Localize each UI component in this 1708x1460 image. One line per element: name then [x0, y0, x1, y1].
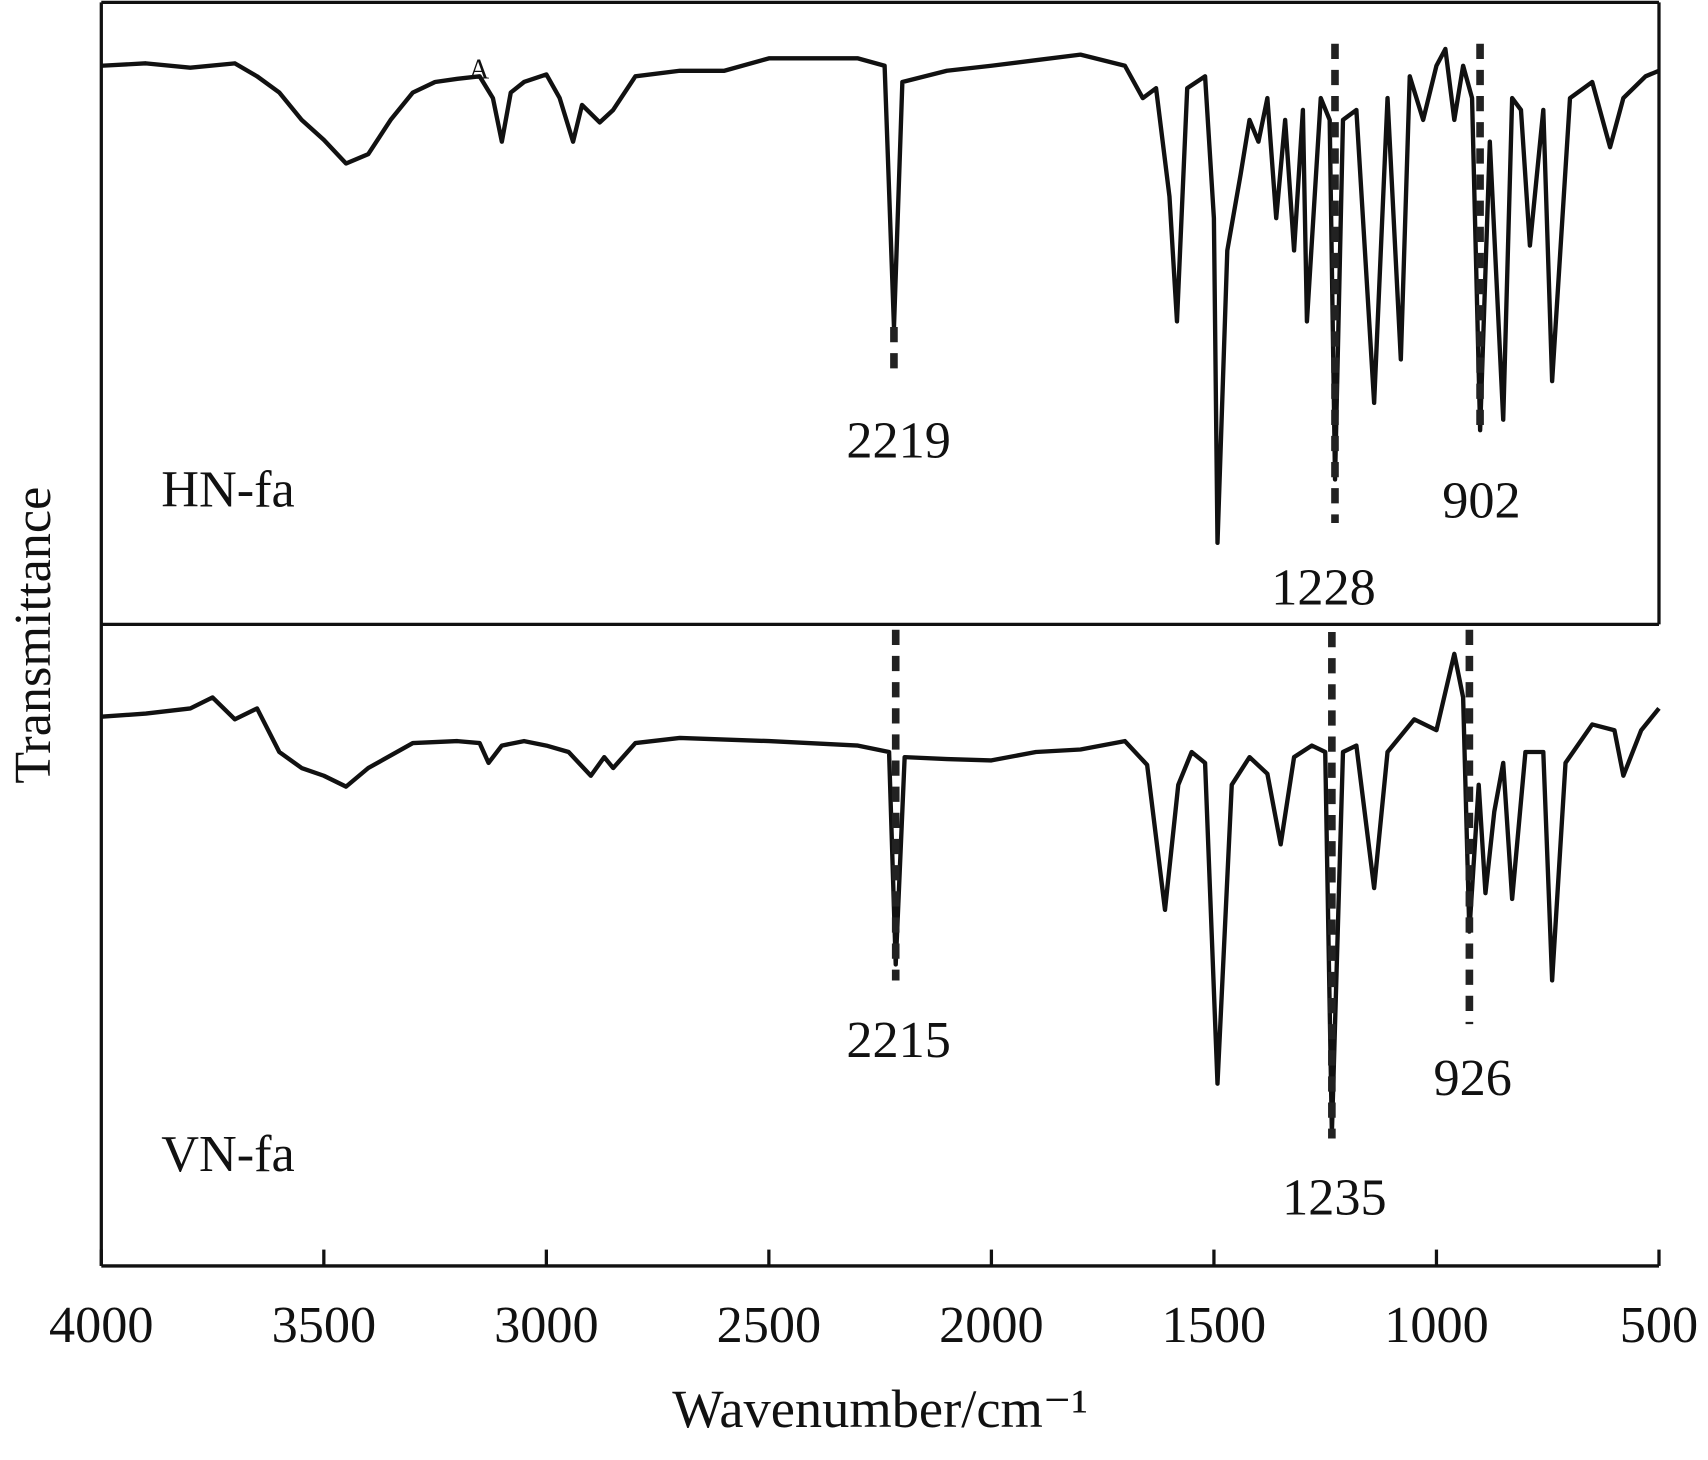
- peak-label: 2219: [846, 412, 951, 470]
- peak-label: 926: [1434, 1049, 1512, 1107]
- panel-label: HN-fa: [161, 461, 295, 519]
- spectrum-line: [101, 46, 1660, 546]
- x-tick-label: 1500: [1162, 1296, 1267, 1354]
- x-tick-label: 2500: [717, 1296, 822, 1354]
- x-tick-label: 1000: [1384, 1296, 1489, 1354]
- x-tick-label: 4000: [49, 1296, 154, 1354]
- marker-label: A: [469, 55, 490, 86]
- x-tick-label: 500: [1620, 1296, 1698, 1354]
- y-axis-title: Transmittance: [4, 487, 62, 784]
- peak-label: 902: [1442, 472, 1520, 530]
- x-tick-label: 2000: [939, 1296, 1044, 1354]
- peak-label: 2215: [846, 1011, 951, 1069]
- peak-label: 1228: [1271, 559, 1376, 617]
- peak-label: 1235: [1282, 1169, 1387, 1227]
- panel-label: VN-fa: [161, 1125, 295, 1183]
- x-tick-label: 3500: [272, 1296, 377, 1354]
- x-axis-title: Wavenumber/cm⁻¹: [672, 1378, 1088, 1439]
- spectrum-line: [101, 651, 1661, 1136]
- x-tick-label: 3000: [494, 1296, 599, 1354]
